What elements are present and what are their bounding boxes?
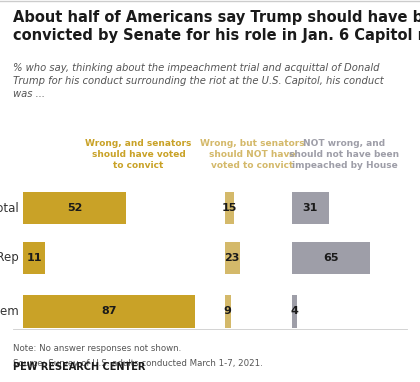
FancyBboxPatch shape <box>23 241 45 274</box>
FancyBboxPatch shape <box>225 192 234 224</box>
Text: About half of Americans say Trump should have been
convicted by Senate for his r: About half of Americans say Trump should… <box>13 10 420 43</box>
Text: Rep/Lean Rep: Rep/Lean Rep <box>0 251 19 264</box>
Text: Note: No answer responses not shown.: Note: No answer responses not shown. <box>13 344 181 353</box>
FancyBboxPatch shape <box>225 241 240 274</box>
Text: 52: 52 <box>67 203 82 213</box>
FancyBboxPatch shape <box>292 192 329 224</box>
Text: 4: 4 <box>290 306 298 316</box>
FancyBboxPatch shape <box>292 241 370 274</box>
FancyBboxPatch shape <box>292 295 297 328</box>
Text: 11: 11 <box>26 253 42 263</box>
Text: PEW RESEARCH CENTER: PEW RESEARCH CENTER <box>13 363 145 372</box>
Text: Source: Survey of U.S. adults conducted March 1-7, 2021.: Source: Survey of U.S. adults conducted … <box>13 359 262 368</box>
FancyBboxPatch shape <box>23 295 195 328</box>
Text: Total: Total <box>0 202 19 215</box>
Text: 23: 23 <box>225 253 240 263</box>
FancyBboxPatch shape <box>23 192 126 224</box>
Text: 65: 65 <box>323 253 339 263</box>
Text: 9: 9 <box>224 306 231 316</box>
Text: Wrong, but senators
should NOT have
voted to convict: Wrong, but senators should NOT have vote… <box>200 139 304 170</box>
Text: 87: 87 <box>101 306 117 316</box>
Text: 31: 31 <box>303 203 318 213</box>
Text: NOT wrong, and
should not have been
impeached by House: NOT wrong, and should not have been impe… <box>289 139 399 170</box>
FancyBboxPatch shape <box>225 295 231 328</box>
Text: Dem/Lean Dem: Dem/Lean Dem <box>0 305 19 318</box>
Text: 15: 15 <box>222 203 237 213</box>
Text: Wrong, and senators
should have voted
to convict: Wrong, and senators should have voted to… <box>85 139 192 170</box>
Text: % who say, thinking about the impeachment trial and acquittal of Donald
Trump fo: % who say, thinking about the impeachmen… <box>13 63 383 99</box>
